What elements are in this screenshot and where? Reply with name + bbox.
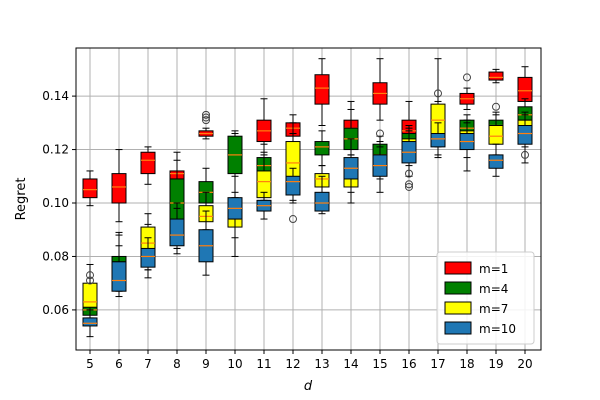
legend-swatch: [444, 281, 472, 295]
plot-frame: [75, 47, 542, 351]
box-body: [314, 191, 330, 212]
legend-frame: [436, 251, 535, 345]
outlier-point: [86, 276, 94, 285]
legend-label: m=7: [479, 302, 508, 316]
x-tick-label: 13: [314, 357, 329, 371]
legend-label: m=10: [479, 322, 516, 336]
y-axis-label: Regret: [14, 178, 29, 221]
box-m=10-d20: [517, 114, 533, 164]
x-tick-label: 15: [372, 357, 387, 371]
box-body: [111, 173, 127, 204]
x-tick-label: 17: [430, 357, 445, 371]
box-m=10-d17: [430, 122, 446, 156]
x-tick-label: 10: [227, 357, 242, 371]
box-body: [517, 125, 533, 145]
legend-swatch: [444, 261, 472, 275]
box-m=10-d7: [140, 237, 156, 279]
y-tick-label: 0.06: [42, 303, 69, 317]
box-m=10-d19: [488, 143, 504, 177]
box-m=1-d18: [459, 73, 475, 110]
outlier-point: [434, 89, 442, 98]
outlier-point: [463, 73, 471, 82]
box-m=10-d11: [256, 191, 272, 220]
box-body: [488, 125, 504, 145]
legend: m=1 m=4 m=7 m=10: [436, 251, 535, 345]
box-body: [314, 74, 330, 105]
outlier-point: [492, 102, 500, 111]
outlier-point: [202, 116, 210, 125]
box-m=1-d15: [372, 58, 388, 121]
box-body: [82, 317, 98, 327]
box-m=7-d19: [488, 102, 504, 156]
y-tick-label: 0.12: [42, 143, 69, 157]
outlier-point: [521, 150, 529, 159]
box-body: [488, 154, 504, 169]
outlier-point: [289, 215, 297, 224]
box-groups: [82, 58, 533, 338]
legend-label: m=4: [479, 282, 508, 296]
y-tick-label: 0.08: [42, 249, 69, 263]
box-m=10-d6: [111, 234, 127, 298]
box-m=1-d6: [111, 149, 127, 223]
box-body: [488, 71, 504, 81]
x-tick-label: 18: [459, 357, 474, 371]
legend-label: m=1: [479, 262, 508, 276]
box-m=1-d19: [488, 68, 504, 84]
box-m=10-d18: [459, 122, 475, 172]
outlier-point: [202, 110, 210, 119]
x-tick-label: 8: [173, 357, 181, 371]
x-tick-label: 19: [488, 357, 503, 371]
box-body: [430, 133, 446, 148]
box-m=10-d10: [227, 175, 243, 257]
box-m=1-d5: [82, 170, 98, 207]
x-tick-label: 20: [517, 357, 532, 371]
x-tick-label: 11: [256, 357, 271, 371]
box-body: [285, 175, 301, 196]
x-axis-label: d: [304, 379, 313, 394]
box-m=10-d12: [285, 167, 301, 224]
box-body: [169, 218, 185, 247]
box-m=4-d13: [314, 130, 330, 167]
box-body: [82, 282, 98, 308]
box-m=10-d8: [169, 207, 185, 255]
outlier-point: [405, 180, 413, 189]
series-m=10: [82, 114, 533, 338]
box-m=1-d13: [314, 58, 330, 127]
box-m=1-d7: [140, 146, 156, 185]
box-body: [517, 76, 533, 102]
y-tick-label: 0.14: [42, 89, 69, 103]
legend-swatch: [444, 301, 472, 315]
outlier-point: [202, 113, 210, 122]
outlier-point: [405, 182, 413, 191]
box-m=10-d15: [372, 141, 388, 193]
box-m=1-d9: [198, 110, 214, 140]
box-body: [111, 261, 127, 292]
box-body: [82, 178, 98, 199]
box-body: [314, 141, 330, 156]
box-m=10-d9: [198, 210, 214, 276]
legend-swatch: [444, 321, 472, 335]
box-body: [140, 247, 156, 268]
x-tick-label: 16: [401, 357, 416, 371]
y-tick-label: 0.10: [42, 196, 69, 210]
x-tick-label: 6: [115, 357, 123, 371]
x-tick-label: 12: [285, 357, 300, 371]
box-m=10-d14: [343, 138, 359, 193]
x-tick-label: 7: [144, 357, 152, 371]
x-tick-label: 9: [202, 357, 210, 371]
box-m=10-d13: [314, 175, 330, 215]
y-axis-ticks: 0.06 0.08 0.10 0.12 0.14: [42, 89, 76, 317]
x-tick-label: 14: [343, 357, 358, 371]
box-m=10-d5: [82, 271, 98, 338]
x-axis-ticks: 5 6 7 8 9 10 11 12 13 14 15 16 17 18 19 20: [86, 350, 533, 371]
x-tick-label: 5: [86, 357, 94, 371]
outlier-point: [376, 129, 384, 138]
box-m=10-d16: [401, 130, 417, 191]
outlier-point: [86, 271, 94, 280]
box-body: [140, 151, 156, 175]
outlier-point: [405, 169, 413, 178]
